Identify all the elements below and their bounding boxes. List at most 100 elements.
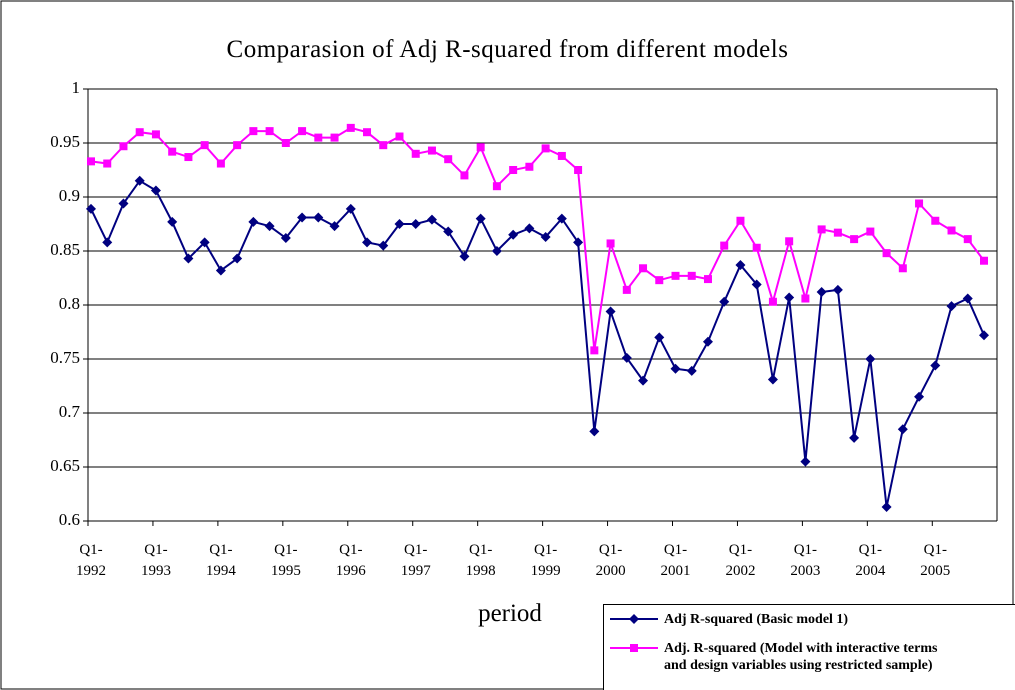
marker	[248, 216, 259, 227]
marker	[460, 171, 469, 180]
marker	[702, 336, 713, 347]
marker	[314, 133, 323, 142]
marker	[379, 141, 388, 150]
marker	[963, 235, 972, 244]
x-tick-label: Q1- 2004	[855, 542, 886, 579]
marker	[362, 237, 373, 248]
x-tick-label: Q1- 2002	[725, 542, 756, 579]
series-line	[90, 179, 985, 508]
marker	[87, 157, 95, 166]
legend-item: Adj R-squared (Basic model 1)	[608, 611, 1012, 628]
marker	[979, 330, 989, 341]
x-tick-label: Q1- 1995	[270, 542, 301, 579]
x-tick-label: Q1- 1998	[465, 542, 496, 579]
marker	[119, 142, 128, 151]
marker	[150, 185, 161, 196]
x-tick-label: Q1- 1997	[400, 542, 431, 579]
x-tick-label: Q1- 2005	[920, 542, 951, 579]
marker	[752, 243, 761, 252]
marker	[135, 128, 144, 137]
marker	[426, 214, 437, 225]
marker	[574, 166, 583, 174]
y-tick-label: 0.7	[59, 402, 81, 421]
marker	[378, 240, 389, 251]
marker	[540, 231, 551, 242]
y-tick-label: 1	[72, 78, 81, 97]
marker	[654, 332, 665, 343]
x-axis-label: period	[478, 600, 542, 627]
y-tick-label: 0.95	[50, 132, 80, 151]
marker	[736, 216, 745, 225]
marker	[524, 223, 535, 234]
marker	[605, 306, 616, 317]
marker	[671, 271, 680, 280]
y-tick-label: 0.85	[50, 240, 80, 259]
marker	[265, 127, 274, 136]
marker	[330, 133, 339, 142]
marker	[606, 239, 615, 248]
marker	[768, 297, 777, 306]
marker	[151, 130, 160, 139]
marker	[638, 375, 649, 386]
marker	[622, 285, 631, 294]
chart-title: Comparasion of Adj R-squared from differ…	[226, 36, 789, 63]
marker	[541, 144, 550, 153]
marker	[329, 221, 340, 232]
marker	[509, 166, 518, 174]
x-tick-label: Q1- 2000	[595, 542, 626, 579]
marker	[395, 132, 404, 141]
y-tick-label: 0.65	[50, 456, 80, 475]
marker	[655, 276, 664, 285]
marker	[865, 354, 876, 364]
marker	[184, 153, 193, 162]
series-line	[90, 126, 985, 351]
legend-item: Adj. R-squared (Model with interactive t…	[608, 640, 1012, 674]
marker	[525, 162, 534, 171]
marker	[914, 391, 925, 402]
marker	[232, 253, 243, 264]
marker	[946, 301, 957, 312]
marker	[102, 237, 113, 248]
marker	[589, 426, 600, 437]
marker	[280, 233, 291, 244]
marker	[686, 365, 697, 376]
x-tick-label: Q1- 1992	[76, 542, 106, 579]
marker	[687, 271, 696, 280]
x-tick-label: Q1- 1996	[335, 542, 366, 579]
y-tick-label: 0.75	[50, 348, 80, 367]
marker	[363, 128, 372, 137]
legend-label: Adj R-squared (Basic model 1)	[664, 612, 849, 627]
x-tick-label: Q1- 2001	[660, 542, 691, 579]
marker	[459, 251, 470, 262]
marker	[443, 226, 454, 237]
marker	[784, 292, 795, 303]
marker	[801, 294, 810, 303]
marker	[346, 123, 355, 132]
marker	[427, 146, 436, 155]
y-tick-label: 0.6	[59, 510, 80, 529]
marker	[492, 182, 501, 191]
x-tick-label: Q1- 2003	[790, 542, 821, 579]
marker	[882, 249, 891, 258]
marker	[200, 141, 209, 150]
marker	[134, 175, 145, 186]
marker	[557, 151, 566, 160]
marker	[881, 501, 892, 512]
marker	[249, 127, 258, 136]
marker	[345, 203, 356, 214]
marker	[508, 229, 519, 240]
marker	[735, 260, 746, 271]
marker	[670, 363, 681, 374]
marker	[183, 253, 194, 264]
marker	[118, 198, 129, 209]
marker	[898, 264, 907, 273]
marker	[849, 432, 860, 443]
marker	[833, 228, 842, 237]
y-tick-label: 0.9	[59, 186, 80, 205]
marker	[264, 221, 275, 232]
marker	[621, 352, 632, 363]
legend-swatch	[610, 644, 658, 652]
marker	[491, 246, 502, 256]
x-tick-label: Q1- 1993	[140, 542, 171, 579]
